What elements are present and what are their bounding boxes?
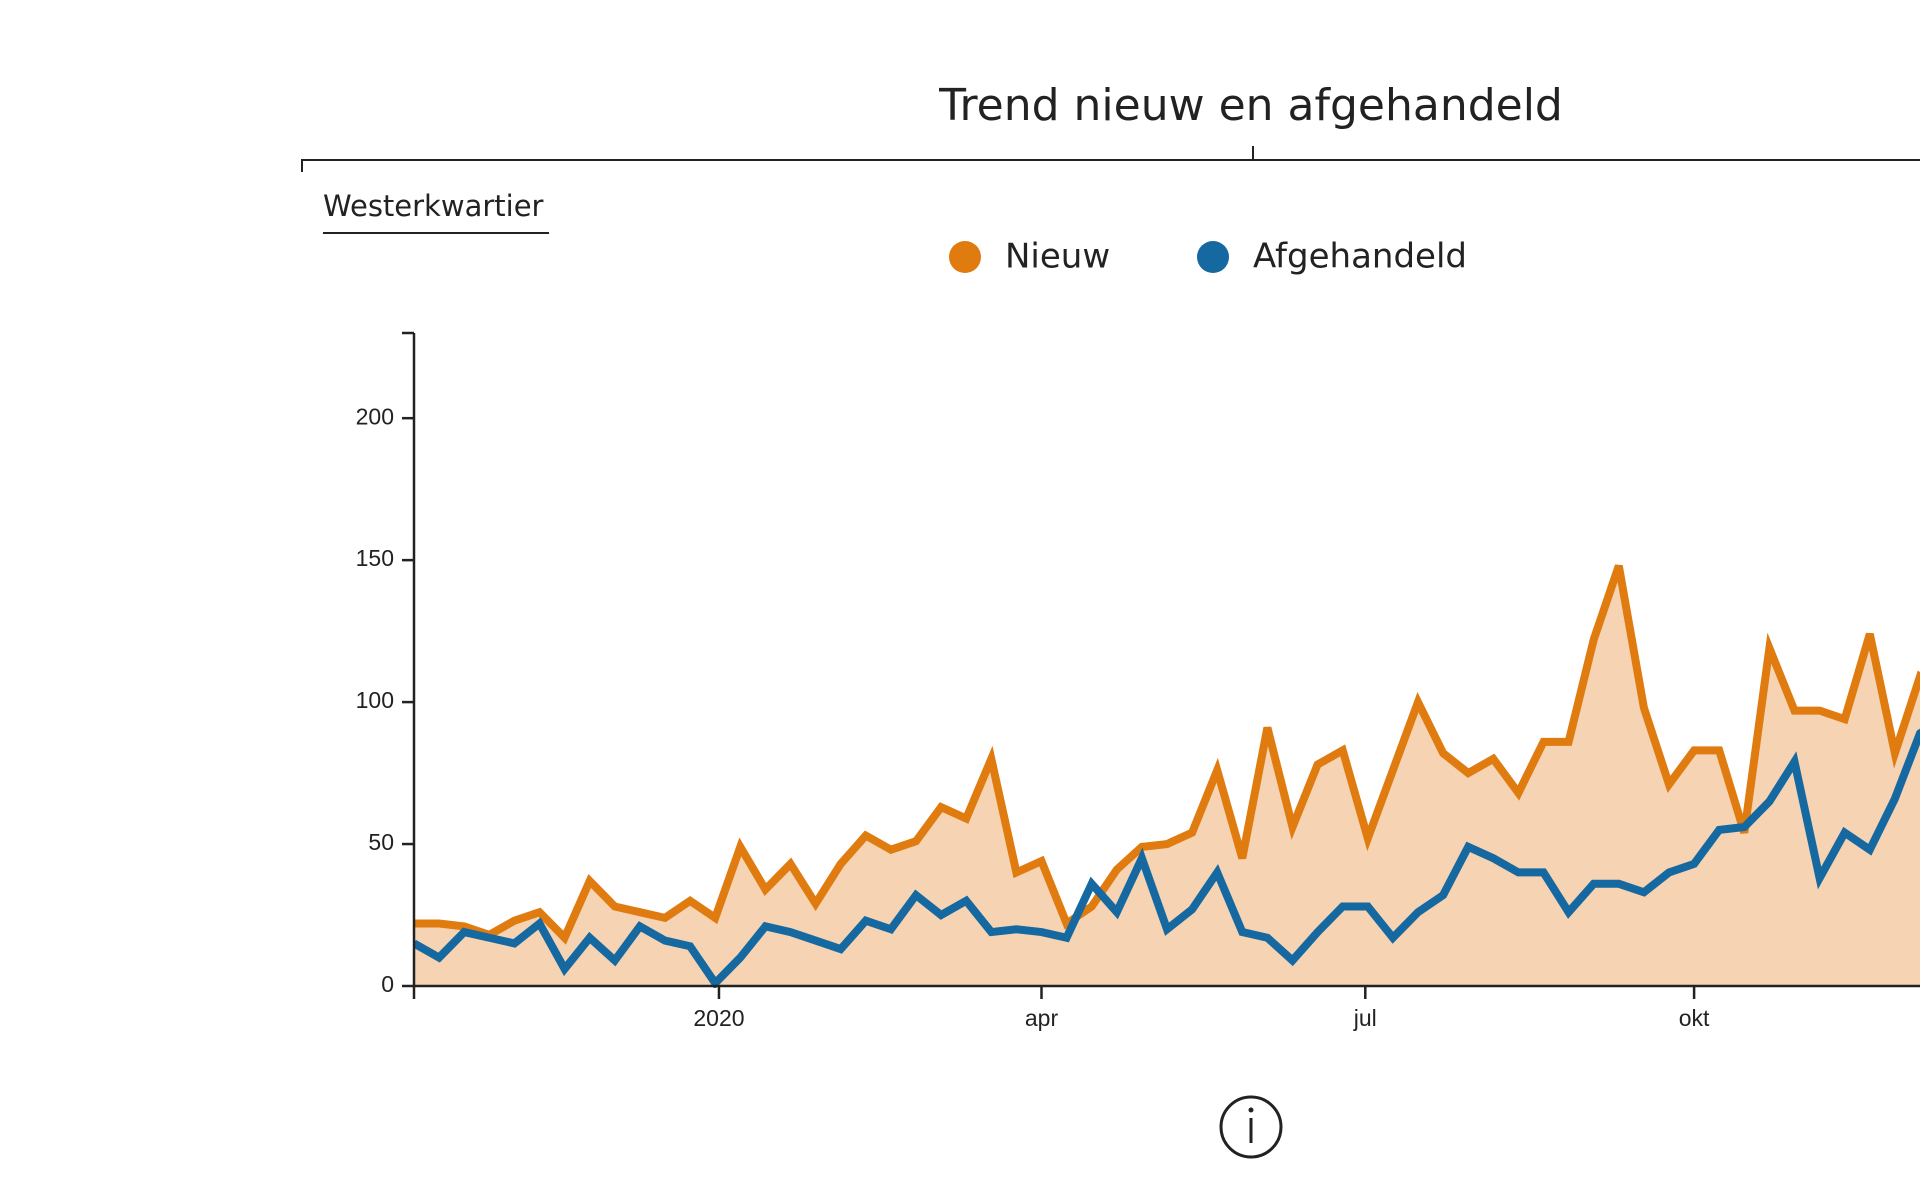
y-tick-label: 0 — [381, 971, 394, 997]
x-tick-label: jul — [1353, 1005, 1377, 1031]
legend: Nieuw Afgehandeld — [949, 237, 1467, 277]
area — [414, 565, 1920, 986]
legend-swatch — [949, 241, 981, 273]
header-rule — [301, 146, 1920, 172]
info-dot — [1248, 1107, 1254, 1113]
region-tab[interactable]: Westerkwartier — [323, 189, 544, 223]
y-tick-label: 150 — [356, 545, 394, 571]
y-tick-label: 100 — [356, 687, 394, 713]
info-circle[interactable] — [1219, 1095, 1283, 1159]
info-button[interactable] — [1219, 1095, 1283, 1159]
legend-label: Nieuw — [1005, 237, 1110, 277]
line — [414, 728, 1920, 988]
line — [414, 564, 1920, 945]
legend-label: Afgehandeld — [1253, 237, 1467, 277]
series-group — [414, 564, 1920, 988]
chart-title: Trend nieuw en afgehandeld — [938, 80, 1563, 131]
y-tick-label: 50 — [368, 829, 394, 855]
legend-swatch — [1197, 241, 1229, 273]
x-tick-label: apr — [1025, 1005, 1059, 1031]
x-tick-label: okt — [1679, 1005, 1710, 1031]
x-tick-label: 2020 — [693, 1005, 744, 1031]
y-tick-label: 200 — [356, 403, 394, 429]
plot: 0 50 100 150 200 2020 apr jul okt — [356, 331, 1920, 1031]
